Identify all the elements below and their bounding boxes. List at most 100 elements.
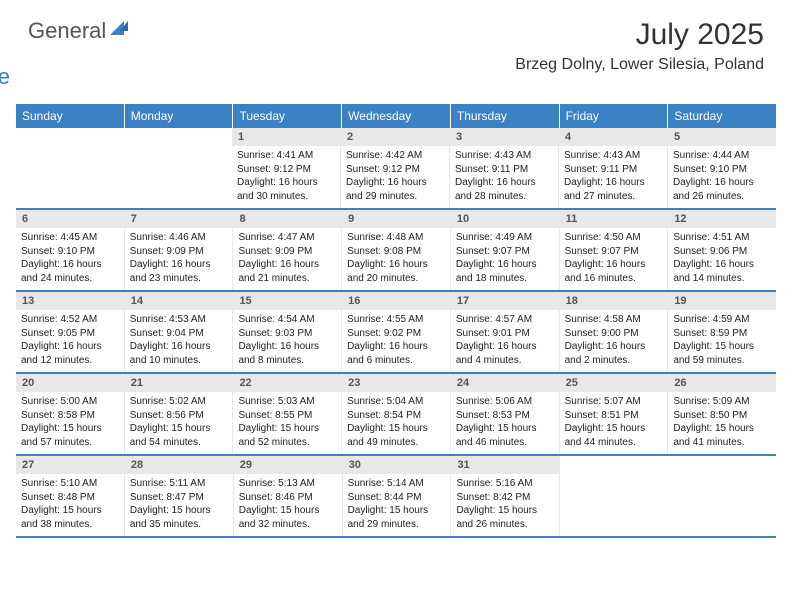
day-cell: 7Sunrise: 4:46 AMSunset: 9:09 PMDaylight… [125, 210, 234, 290]
day-number: 1 [232, 128, 340, 146]
logo-text-general: General [28, 18, 106, 44]
day-cell: 6Sunrise: 4:45 AMSunset: 9:10 PMDaylight… [16, 210, 125, 290]
day-number: 5 [668, 128, 776, 146]
day-body: Sunrise: 5:04 AMSunset: 8:54 PMDaylight:… [342, 392, 450, 454]
day-cell: 28Sunrise: 5:11 AMSunset: 8:47 PMDayligh… [125, 456, 234, 536]
day-cell: 17Sunrise: 4:57 AMSunset: 9:01 PMDayligh… [451, 292, 560, 372]
day-header-cell: Friday [560, 104, 669, 128]
day-cell: 14Sunrise: 4:53 AMSunset: 9:04 PMDayligh… [125, 292, 234, 372]
day-number: 15 [233, 292, 341, 310]
day-number: 29 [234, 456, 342, 474]
day-body: Sunrise: 4:50 AMSunset: 9:07 PMDaylight:… [560, 228, 668, 290]
day-cell: 5Sunrise: 4:44 AMSunset: 9:10 PMDaylight… [668, 128, 776, 208]
day-number: 21 [125, 374, 233, 392]
title-block: July 2025 Brzeg Dolny, Lower Silesia, Po… [515, 18, 764, 74]
day-cell: 19Sunrise: 4:59 AMSunset: 8:59 PMDayligh… [668, 292, 776, 372]
day-cell: 1Sunrise: 4:41 AMSunset: 9:12 PMDaylight… [232, 128, 341, 208]
day-body: Sunrise: 4:54 AMSunset: 9:03 PMDaylight:… [233, 310, 341, 372]
day-cell: 23Sunrise: 5:04 AMSunset: 8:54 PMDayligh… [342, 374, 451, 454]
day-body: Sunrise: 4:47 AMSunset: 9:09 PMDaylight:… [233, 228, 341, 290]
day-number: 31 [451, 456, 559, 474]
day-cell: 31Sunrise: 5:16 AMSunset: 8:42 PMDayligh… [451, 456, 560, 536]
day-body: Sunrise: 5:14 AMSunset: 8:44 PMDaylight:… [343, 474, 451, 536]
day-body: Sunrise: 5:11 AMSunset: 8:47 PMDaylight:… [125, 474, 233, 536]
day-cell: 2Sunrise: 4:42 AMSunset: 9:12 PMDaylight… [341, 128, 450, 208]
day-body: Sunrise: 4:53 AMSunset: 9:04 PMDaylight:… [125, 310, 233, 372]
day-number: 18 [560, 292, 668, 310]
day-body: Sunrise: 5:03 AMSunset: 8:55 PMDaylight:… [233, 392, 341, 454]
day-number: 3 [450, 128, 558, 146]
day-number: 20 [16, 374, 124, 392]
day-body: Sunrise: 4:46 AMSunset: 9:09 PMDaylight:… [125, 228, 233, 290]
day-header-cell: Monday [125, 104, 234, 128]
day-number: 28 [125, 456, 233, 474]
day-cell: 11Sunrise: 4:50 AMSunset: 9:07 PMDayligh… [560, 210, 669, 290]
day-cell: 26Sunrise: 5:09 AMSunset: 8:50 PMDayligh… [668, 374, 776, 454]
empty-day-cell [124, 128, 232, 208]
day-body: Sunrise: 5:16 AMSunset: 8:42 PMDaylight:… [451, 474, 559, 536]
empty-day-cell [560, 456, 668, 536]
day-number: 9 [342, 210, 450, 228]
day-body: Sunrise: 5:07 AMSunset: 8:51 PMDaylight:… [560, 392, 668, 454]
week-row: 27Sunrise: 5:10 AMSunset: 8:48 PMDayligh… [16, 456, 776, 538]
calendar: SundayMondayTuesdayWednesdayThursdayFrid… [16, 104, 776, 538]
day-cell: 27Sunrise: 5:10 AMSunset: 8:48 PMDayligh… [16, 456, 125, 536]
day-number: 25 [560, 374, 668, 392]
day-body: Sunrise: 4:48 AMSunset: 9:08 PMDaylight:… [342, 228, 450, 290]
week-row: 6Sunrise: 4:45 AMSunset: 9:10 PMDaylight… [16, 210, 776, 292]
day-cell: 25Sunrise: 5:07 AMSunset: 8:51 PMDayligh… [560, 374, 669, 454]
day-cell: 21Sunrise: 5:02 AMSunset: 8:56 PMDayligh… [125, 374, 234, 454]
day-body: Sunrise: 5:10 AMSunset: 8:48 PMDaylight:… [16, 474, 124, 536]
day-cell: 20Sunrise: 5:00 AMSunset: 8:58 PMDayligh… [16, 374, 125, 454]
day-number: 26 [668, 374, 776, 392]
day-body: Sunrise: 5:13 AMSunset: 8:46 PMDaylight:… [234, 474, 342, 536]
day-number: 4 [559, 128, 667, 146]
day-cell: 15Sunrise: 4:54 AMSunset: 9:03 PMDayligh… [233, 292, 342, 372]
day-body: Sunrise: 4:55 AMSunset: 9:02 PMDaylight:… [342, 310, 450, 372]
day-cell: 22Sunrise: 5:03 AMSunset: 8:55 PMDayligh… [233, 374, 342, 454]
day-body: Sunrise: 5:09 AMSunset: 8:50 PMDaylight:… [668, 392, 776, 454]
empty-day-cell [16, 128, 124, 208]
week-row: 20Sunrise: 5:00 AMSunset: 8:58 PMDayligh… [16, 374, 776, 456]
day-body: Sunrise: 5:06 AMSunset: 8:53 PMDaylight:… [451, 392, 559, 454]
day-body: Sunrise: 4:45 AMSunset: 9:10 PMDaylight:… [16, 228, 124, 290]
header: General Blue July 2025 Brzeg Dolny, Lowe… [0, 0, 792, 98]
location: Brzeg Dolny, Lower Silesia, Poland [515, 56, 764, 74]
month-title: July 2025 [515, 18, 764, 52]
week-row: 13Sunrise: 4:52 AMSunset: 9:05 PMDayligh… [16, 292, 776, 374]
day-number: 30 [343, 456, 451, 474]
day-number: 24 [451, 374, 559, 392]
day-header-cell: Thursday [451, 104, 560, 128]
logo-text-blue: Blue [0, 64, 10, 90]
day-cell: 13Sunrise: 4:52 AMSunset: 9:05 PMDayligh… [16, 292, 125, 372]
week-row: 1Sunrise: 4:41 AMSunset: 9:12 PMDaylight… [16, 128, 776, 210]
day-body: Sunrise: 4:57 AMSunset: 9:01 PMDaylight:… [451, 310, 559, 372]
day-number: 7 [125, 210, 233, 228]
day-number: 13 [16, 292, 124, 310]
day-cell: 3Sunrise: 4:43 AMSunset: 9:11 PMDaylight… [450, 128, 559, 208]
day-header-cell: Wednesday [342, 104, 451, 128]
day-body: Sunrise: 4:49 AMSunset: 9:07 PMDaylight:… [451, 228, 559, 290]
day-body: Sunrise: 4:44 AMSunset: 9:10 PMDaylight:… [668, 146, 776, 208]
day-cell: 18Sunrise: 4:58 AMSunset: 9:00 PMDayligh… [560, 292, 669, 372]
day-number: 16 [342, 292, 450, 310]
day-number: 19 [668, 292, 776, 310]
day-body: Sunrise: 4:41 AMSunset: 9:12 PMDaylight:… [232, 146, 340, 208]
day-cell: 9Sunrise: 4:48 AMSunset: 9:08 PMDaylight… [342, 210, 451, 290]
day-body: Sunrise: 4:58 AMSunset: 9:00 PMDaylight:… [560, 310, 668, 372]
day-header-cell: Saturday [668, 104, 776, 128]
day-header-cell: Tuesday [233, 104, 342, 128]
day-header-cell: Sunday [16, 104, 125, 128]
weeks-container: 1Sunrise: 4:41 AMSunset: 9:12 PMDaylight… [16, 128, 776, 538]
day-cell: 8Sunrise: 4:47 AMSunset: 9:09 PMDaylight… [233, 210, 342, 290]
day-cell: 16Sunrise: 4:55 AMSunset: 9:02 PMDayligh… [342, 292, 451, 372]
day-number: 23 [342, 374, 450, 392]
day-body: Sunrise: 4:51 AMSunset: 9:06 PMDaylight:… [668, 228, 776, 290]
day-number: 27 [16, 456, 124, 474]
empty-day-cell [668, 456, 776, 536]
day-number: 11 [560, 210, 668, 228]
day-number: 8 [233, 210, 341, 228]
day-number: 2 [341, 128, 449, 146]
day-cell: 30Sunrise: 5:14 AMSunset: 8:44 PMDayligh… [343, 456, 452, 536]
day-body: Sunrise: 4:52 AMSunset: 9:05 PMDaylight:… [16, 310, 124, 372]
